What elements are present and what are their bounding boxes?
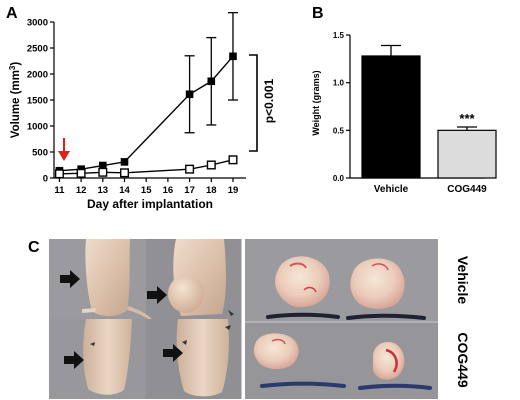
chart-b-y-tick-label: 1.5: [333, 31, 345, 40]
series-2-point: [185, 164, 195, 174]
chart-a-x-tick-label: 13: [98, 185, 109, 196]
chart-b-y-axis-title: Weight (grams): [311, 70, 321, 135]
cog449-excised-tumors-photo: [253, 333, 432, 390]
row-label-cog449: COG449: [455, 332, 471, 387]
series-1-point: [207, 77, 216, 86]
chart-b-y-tick-label: 0.0: [333, 174, 345, 183]
vehicle-mouse-photo-2: [168, 239, 234, 316]
tumor-pointer-arrow-4: [163, 344, 183, 362]
bar-category-label: Vehicle: [374, 184, 409, 195]
series-1-point: [185, 90, 194, 99]
row-label-vehicle: Vehicle: [455, 256, 471, 304]
series-1-point: [120, 158, 129, 166]
chart-a-x-tick-label: 11: [54, 185, 65, 196]
chart-a-x-tick-label: 16: [163, 185, 174, 196]
chart-a-x-tick-label: 12: [76, 185, 87, 196]
chart-b-y-tick-label: 1.0: [333, 79, 345, 88]
series-2-point: [76, 168, 86, 178]
series-1-point: [99, 161, 107, 170]
tumor-pointer-arrow-2: [147, 286, 167, 304]
chart-a-x-tick-label: 15: [141, 185, 152, 196]
significance-bracket: [249, 54, 258, 152]
chart-a-x-tick-label: 17: [184, 185, 195, 196]
chart-a-x-axis-title: Day after implantation: [87, 197, 213, 211]
bar-vehicle: [361, 55, 421, 179]
chart-a-x-tick-label: 14: [119, 185, 130, 196]
chart-b-y-tick-label: 0.5: [333, 126, 345, 135]
series-2-point: [98, 167, 108, 177]
series-2-point: [54, 169, 64, 179]
p-value-annotation: p<0.001: [262, 78, 276, 123]
bar-category-label: COG449: [447, 184, 487, 195]
bar-cog449: [437, 129, 497, 179]
red-arrow-indicator: [58, 138, 70, 161]
chart-a-y-tick-label: 1500: [27, 96, 48, 107]
series-1-point: [229, 52, 237, 61]
panel-label-a: A: [6, 5, 18, 22]
significance-stars: ***: [459, 111, 475, 126]
vehicle-mouse-photo-1: [82, 239, 152, 319]
chart-a-x-tick-label: 18: [206, 185, 217, 196]
tumor-pointer-arrow-3: [64, 351, 84, 369]
tumor-volume-line-chart: 0 500 1000 1500 2000 2500 3000 11 12 13 14 15 16 17 1…: [8, 11, 276, 211]
chart-a-x-tick-label: 19: [228, 185, 239, 196]
mouse-photo-grid: [49, 239, 438, 399]
panel-label-b: B: [312, 5, 324, 22]
chart-a-y-axis-title: Volume (mm3): [8, 62, 22, 139]
chart-a-y-tick-label: 2500: [27, 44, 48, 55]
series-2-point: [206, 160, 216, 170]
cog449-mouse-photo-2: [176, 319, 231, 397]
chart-a-y-tick-label: 500: [32, 148, 48, 159]
series-2-point: [228, 155, 238, 165]
chart-a-y-tick-label: 2000: [27, 70, 48, 81]
vehicle-excised-tumors-photo: [266, 256, 426, 320]
cog449-mouse-photo-1: [83, 319, 132, 395]
series-1-line: [59, 55, 234, 172]
tumor-weight-bar-chart: 0.0 0.5 1.0 1.5 Vehicle COG449 *** Weight (gr…: [311, 31, 497, 195]
tumor-pointer-arrow-1: [60, 270, 80, 288]
chart-a-y-tick-label: 3000: [27, 18, 48, 29]
series-2-point: [120, 168, 130, 178]
chart-a-y-tick-label: 0: [43, 174, 48, 185]
panel-label-c: C: [28, 239, 40, 256]
chart-a-y-tick-label: 1000: [27, 122, 48, 133]
